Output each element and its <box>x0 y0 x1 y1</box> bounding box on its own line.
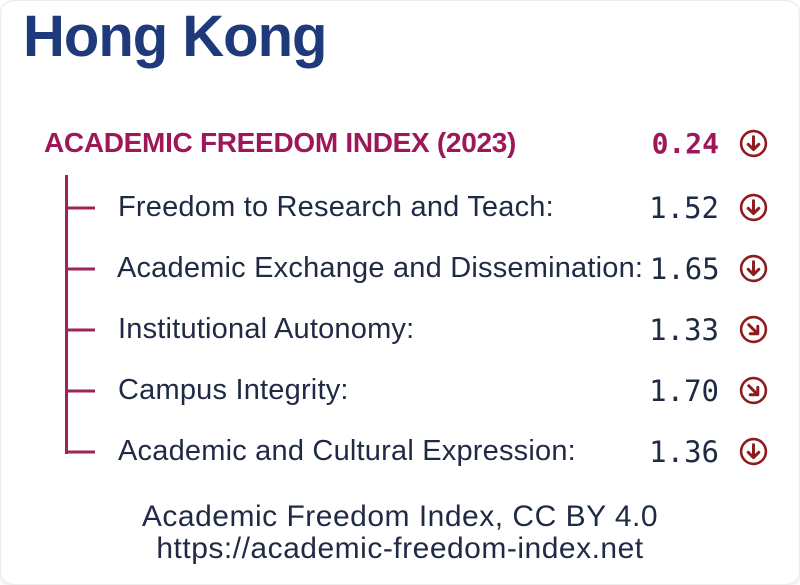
indicator-value: 1.70 <box>649 373 719 408</box>
source-url[interactable]: https://academic-freedom-index.net <box>156 532 644 565</box>
indicator-list: Freedom to Research and Teach: 1.52 Acad… <box>65 177 769 482</box>
trend-down-right-icon <box>737 314 769 346</box>
afi-header-value: 0.24 <box>651 126 719 160</box>
indicator-row: Institutional Autonomy: 1.33 <box>65 299 769 360</box>
tree-branch-tick <box>65 360 118 421</box>
afi-header-label: ACADEMIC FREEDOM INDEX (2023) <box>44 127 517 158</box>
indicator-row: Freedom to Research and Teach: 1.52 <box>65 177 769 238</box>
indicator-value: 1.65 <box>649 251 720 286</box>
indicator-label: Campus Integrity: <box>118 374 349 406</box>
trend-down-icon <box>737 436 769 468</box>
indicator-row: Academic Exchange and Dissemination: 1.6… <box>65 238 769 299</box>
trend-down-icon <box>737 192 769 224</box>
indicator-label: Freedom to Research and Teach: <box>118 191 554 223</box>
indicator-label: Academic Exchange and Dissemination: <box>116 252 644 284</box>
indicator-value: 1.52 <box>649 190 719 225</box>
indicator-value: 1.36 <box>649 434 719 469</box>
indicator-row: Campus Integrity: 1.70 <box>65 360 769 421</box>
indicator-value: 1.33 <box>649 312 719 347</box>
attribution-text: Academic Freedom Index, CC BY 4.0 <box>141 500 659 533</box>
trend-down-icon <box>738 253 769 285</box>
indicator-row: Academic and Cultural Expression: 1.36 <box>65 421 769 482</box>
page-title: Hong Kong <box>23 4 327 69</box>
indicator-label: Institutional Autonomy: <box>118 313 415 345</box>
indicator-label: Academic and Cultural Expression: <box>118 435 576 467</box>
tree-branch-tick <box>65 238 117 299</box>
tree-branch-tick <box>65 299 118 360</box>
tree-branch-tick <box>65 421 118 482</box>
attribution-footer: Academic Freedom Index, CC BY 4.0 https:… <box>1 501 799 565</box>
trend-down-icon <box>737 127 769 159</box>
tree-branch-tick <box>65 177 118 238</box>
trend-down-right-icon <box>737 375 769 407</box>
afi-header-row: ACADEMIC FREEDOM INDEX (2023) 0.24 <box>44 125 769 161</box>
